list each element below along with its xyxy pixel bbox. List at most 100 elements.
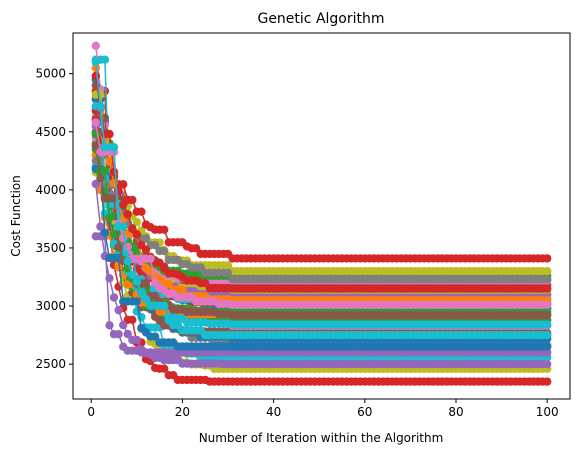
data-point [91,41,101,50]
data-point [160,364,169,373]
data-point [132,277,141,286]
series-21 [91,156,552,284]
data-point [132,297,141,306]
data-point [128,195,137,205]
data-point [132,335,141,345]
data-point [119,320,128,330]
series-29 [91,118,552,310]
y-tick-label: 2500 [35,357,66,371]
data-point [105,213,114,222]
series-25 [91,164,552,351]
y-tick-label: 4000 [35,183,66,197]
data-point [123,329,132,339]
y-tick-label: 4500 [35,125,66,139]
series-24 [91,179,552,369]
data-point [150,241,160,250]
data-point [91,179,101,189]
data-point [114,263,123,272]
data-point [91,141,101,150]
data-point [114,305,123,315]
data-point [160,246,169,256]
data-point [543,275,552,284]
series-28 [91,141,552,320]
data-point [191,244,201,253]
data-point [543,300,552,310]
data-point [123,256,132,266]
data-point [141,234,151,243]
x-axis-ticks: 0 20 40 60 80 100 [87,399,559,419]
data-point [132,217,141,227]
data-point [105,321,114,330]
x-tick-label: 80 [448,405,463,419]
data-point [141,279,151,288]
data-point [96,103,105,112]
data-point [146,254,155,263]
series-27 [91,71,552,293]
data-point [543,254,552,263]
plot-frame [72,32,571,400]
data-point [119,180,128,189]
data-point [128,315,137,324]
data-point [123,210,132,219]
data-point [109,143,119,152]
data-point [543,267,552,276]
series-30 [91,57,552,340]
y-axis-label: Cost Function [9,175,23,257]
y-axis-ticks: 2500 3000 3500 4000 4500 5000 [35,67,73,371]
data-point [141,295,151,304]
data-point [128,270,137,280]
data-point [96,222,105,231]
data-point [543,377,552,386]
data-point [114,330,123,339]
series-layer [91,41,552,386]
y-tick-label: 3000 [35,299,66,313]
data-point [141,245,151,254]
data-point [91,71,101,81]
data-point [96,174,105,183]
x-tick-label: 60 [357,405,372,419]
x-tick-label: 0 [87,405,95,419]
x-tick-label: 40 [266,405,281,419]
data-point [150,332,160,341]
data-point [119,200,128,209]
data-point [137,207,146,216]
data-point [543,348,552,357]
data-point [543,359,552,369]
data-point [105,129,114,139]
x-axis-label: Number of Iteration within the Algorithm [199,431,444,445]
data-point [128,224,137,234]
x-tick-label: 20 [175,405,190,419]
data-point [160,225,169,234]
data-point [109,293,119,302]
series-1 [91,86,552,386]
data-point [100,228,110,237]
data-point [100,55,110,64]
data-point [100,166,110,175]
data-point [114,243,123,252]
data-point [119,233,128,243]
y-tick-label: 3500 [35,241,66,255]
x-tick-label: 100 [536,405,559,419]
data-point [137,288,146,297]
series-5 [91,232,552,357]
data-point [109,167,119,177]
chart-title: Genetic Algorithm [257,11,384,27]
data-point [223,268,233,277]
data-point [160,301,169,310]
data-point [223,261,233,270]
data-point [155,258,164,267]
data-point [543,320,552,329]
data-point [543,284,552,293]
y-tick-label: 5000 [35,67,66,81]
data-point [91,118,101,127]
data-point [150,291,160,301]
data-point [132,230,141,239]
data-point [119,222,128,231]
data-point [91,57,101,67]
data-point [543,342,552,351]
data-point [543,330,552,340]
data-point [543,311,552,320]
data-point [178,285,187,294]
